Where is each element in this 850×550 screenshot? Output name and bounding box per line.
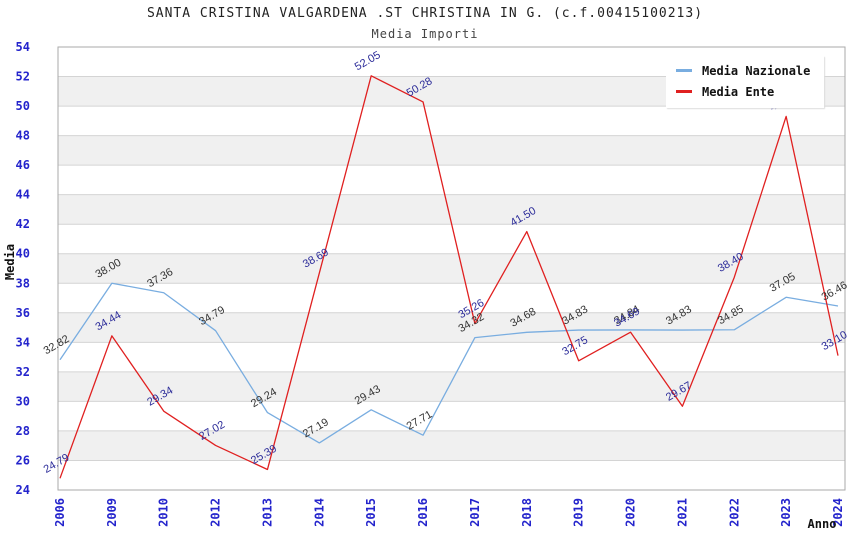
- x-tick-label: 2018: [520, 498, 534, 527]
- y-tick-label: 44: [16, 188, 30, 202]
- legend-item-media-ente: Media Ente: [676, 81, 810, 102]
- data-point-label: 52.05: [353, 49, 383, 73]
- y-tick-label: 32: [16, 365, 30, 379]
- y-tick-label: 34: [16, 335, 30, 349]
- legend-swatch-media-nazionale: [676, 69, 692, 72]
- legend-swatch-media-ente: [676, 90, 692, 93]
- data-point-label: 27.71: [405, 409, 435, 433]
- y-tick-label: 30: [16, 394, 30, 408]
- legend-label-media-ente: Media Ente: [702, 84, 775, 99]
- y-tick-label: 38: [16, 276, 30, 290]
- data-point-label: 24.79: [42, 452, 72, 476]
- x-tick-label: 2010: [157, 498, 171, 527]
- y-tick-label: 40: [16, 247, 30, 261]
- y-tick-label: 50: [16, 99, 30, 113]
- x-tick-label: 2006: [53, 498, 67, 527]
- y-tick-label: 28: [16, 424, 30, 438]
- x-tick-label: 2013: [260, 498, 274, 527]
- x-tick-label: 2015: [364, 498, 378, 527]
- y-tick-label: 48: [16, 129, 30, 143]
- y-tick-label: 24: [16, 483, 30, 497]
- grid-band: [58, 430, 845, 461]
- y-tick-label: 36: [16, 306, 30, 320]
- chart-subtitle: Media Importi: [371, 27, 479, 41]
- grid-band: [58, 253, 845, 284]
- x-tick-label: 2022: [727, 498, 741, 527]
- x-tick-label: 2012: [209, 498, 223, 527]
- x-tick-label: 2017: [468, 498, 482, 527]
- series-line-media-nazionale: [59, 282, 839, 444]
- chart-title: SANTA CRISTINA VALGARDENA .ST CHRISTINA …: [146, 6, 704, 21]
- grid-band: [58, 194, 845, 225]
- x-tick-label: 2019: [572, 498, 586, 527]
- plot-border: [57, 46, 846, 491]
- y-tick-label: 52: [16, 70, 30, 84]
- legend: Media Nazionale Media Ente: [666, 56, 825, 108]
- x-tick-label: 2014: [312, 498, 326, 527]
- series-line-media-ente: [59, 75, 839, 479]
- x-tick-label: 2020: [624, 498, 638, 527]
- y-tick-label: 54: [16, 40, 30, 54]
- x-tick-label: 2021: [675, 498, 689, 527]
- x-tick-label: 2009: [105, 498, 119, 527]
- x-tick-label: 2024: [831, 498, 845, 527]
- grid-band: [58, 135, 845, 166]
- y-tick-label: 26: [16, 453, 30, 467]
- x-tick-label: 2016: [416, 498, 430, 527]
- legend-item-media-nazionale: Media Nazionale: [676, 60, 810, 81]
- data-point-label: 32.82: [42, 333, 72, 357]
- y-axis-title: Media: [3, 244, 17, 280]
- x-axis-title: Anno: [808, 517, 837, 531]
- grid-band: [58, 371, 845, 402]
- y-tick-label: 42: [16, 217, 30, 231]
- legend-label-media-nazionale: Media Nazionale: [702, 63, 811, 78]
- x-tick-label: 2023: [779, 498, 793, 527]
- y-tick-label: 46: [16, 158, 30, 172]
